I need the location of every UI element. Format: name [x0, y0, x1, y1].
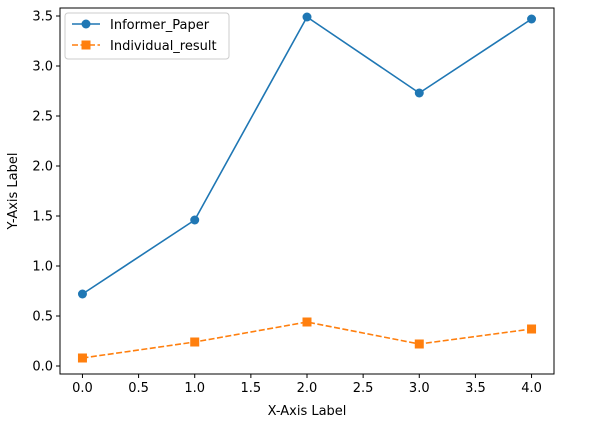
data-point-individual-result: [414, 339, 424, 349]
series-line-individual-result: [82, 321, 532, 359]
legend: Informer_Paper Individual_result: [64, 12, 230, 60]
x-tick-label: 3.0: [409, 381, 430, 396]
y-tick-label: 1.5: [32, 210, 53, 225]
y-tick-label: 0.0: [32, 360, 53, 375]
data-point-individual-result: [527, 324, 537, 334]
data-point-individual-result: [302, 317, 312, 327]
y-tick-label: 2.0: [32, 160, 53, 175]
series-layer: [77, 12, 537, 363]
data-point-informer-paper: [77, 289, 87, 299]
x-tick-label: 0.0: [72, 381, 93, 396]
y-tick-label: 2.5: [32, 110, 53, 125]
x-axis-label: X-Axis Label: [268, 404, 347, 419]
data-point-individual-result: [190, 337, 200, 347]
x-tick-label: 0.5: [128, 381, 149, 396]
legend-marker-individual-result: [81, 40, 91, 50]
x-tick-label: 4.0: [521, 381, 542, 396]
legend-marker-informer-paper: [81, 19, 91, 29]
y-axis-label: Y-Axis Label: [6, 153, 21, 231]
y-tick-label: 3.0: [32, 60, 53, 75]
data-point-individual-result: [77, 353, 87, 363]
plot-background: [60, 8, 554, 374]
y-tick-label: 3.5: [32, 10, 53, 25]
x-tick-label: 1.0: [184, 381, 205, 396]
x-tick-label: 2.5: [353, 381, 374, 396]
data-point-informer-paper: [190, 215, 200, 225]
plot-area: [59, 7, 555, 375]
data-point-informer-paper: [414, 88, 424, 98]
legend-label-individual-result: Individual_result: [110, 39, 217, 54]
x-tick-label: 1.5: [241, 381, 262, 396]
y-tick-label: 0.5: [32, 310, 53, 325]
legend-label-informer-paper: Informer_Paper: [110, 18, 210, 33]
legend-entry-informer-paper: Informer_Paper: [72, 18, 210, 33]
y-tick-label: 1.0: [32, 260, 53, 275]
x-tick-label: 2.0: [297, 381, 318, 396]
x-axis-ticks: 0.0 0.5 1.0 1.5 2.0 2.5 3.0 3.5 4.0: [72, 374, 542, 396]
x-tick-label: 3.5: [465, 381, 486, 396]
legend-entry-individual-result: Individual_result: [72, 39, 217, 54]
data-point-informer-paper: [527, 14, 537, 24]
legend-box: [64, 12, 230, 60]
data-point-informer-paper: [302, 12, 312, 22]
y-axis-ticks: 0.0 0.5 1.0 1.5 2.0 2.5 3.0 3.5: [32, 10, 60, 375]
